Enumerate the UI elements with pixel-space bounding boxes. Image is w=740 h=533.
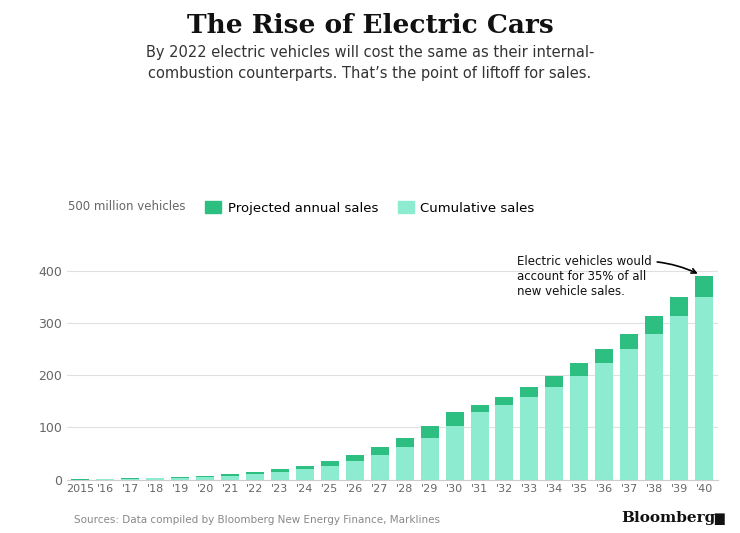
Bar <box>371 447 388 455</box>
Text: 500 million vehicles: 500 million vehicles <box>68 200 185 213</box>
Bar <box>147 478 164 479</box>
Bar <box>221 474 239 476</box>
Bar <box>670 297 688 317</box>
Bar <box>321 461 339 466</box>
Bar <box>496 397 514 405</box>
Bar <box>346 455 364 461</box>
Text: The Rise of Electric Cars: The Rise of Electric Cars <box>186 13 554 38</box>
Bar <box>246 472 264 474</box>
Bar <box>396 438 414 447</box>
Bar <box>396 438 414 480</box>
Bar <box>496 397 514 480</box>
Bar <box>196 476 214 477</box>
Bar <box>471 405 488 480</box>
Bar <box>420 426 439 438</box>
Bar <box>545 376 563 387</box>
Bar <box>545 376 563 480</box>
Bar <box>121 479 139 480</box>
Bar <box>645 317 663 480</box>
Text: ▇: ▇ <box>714 512 724 525</box>
Bar <box>296 466 314 469</box>
Bar <box>96 479 114 480</box>
Bar <box>371 447 388 480</box>
Bar <box>445 413 463 426</box>
Bar <box>595 349 613 364</box>
Bar <box>246 472 264 480</box>
Text: Electric vehicles would
account for 35% of all
new vehicle sales.: Electric vehicles would account for 35% … <box>517 255 696 298</box>
Bar <box>147 478 164 480</box>
Bar <box>171 477 189 478</box>
Legend: Projected annual sales, Cumulative sales: Projected annual sales, Cumulative sales <box>200 196 540 220</box>
Bar <box>196 476 214 480</box>
Bar <box>471 405 488 413</box>
Bar <box>620 334 638 480</box>
Bar <box>670 297 688 480</box>
Bar <box>445 413 463 480</box>
Text: By 2022 electric vehicles will cost the same as their internal-
combustion count: By 2022 electric vehicles will cost the … <box>146 45 594 82</box>
Bar <box>346 455 364 480</box>
Bar <box>520 387 539 480</box>
Bar <box>221 474 239 480</box>
Bar <box>645 317 663 334</box>
Text: Bloomberg: Bloomberg <box>622 511 716 525</box>
Bar <box>171 477 189 480</box>
Bar <box>271 469 289 472</box>
Bar <box>571 364 588 376</box>
Bar <box>520 387 539 397</box>
Bar <box>695 276 713 480</box>
Bar <box>595 349 613 480</box>
Bar <box>321 461 339 480</box>
Bar <box>420 426 439 480</box>
Bar <box>571 364 588 480</box>
Text: Sources: Data compiled by Bloomberg New Energy Finance, Marklines: Sources: Data compiled by Bloomberg New … <box>74 515 440 525</box>
Bar <box>695 276 713 297</box>
Bar <box>620 334 638 349</box>
Bar <box>271 469 289 480</box>
Bar <box>296 466 314 480</box>
